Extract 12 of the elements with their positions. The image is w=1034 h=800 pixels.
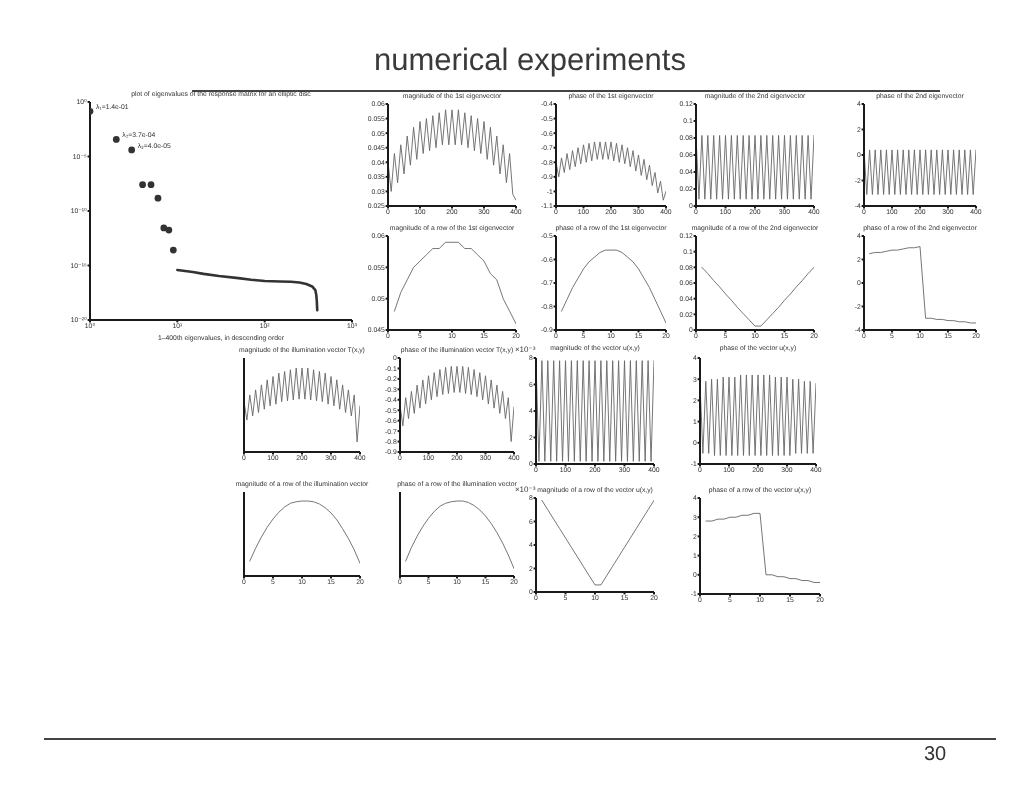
line-series [393,241,516,325]
line-series [701,266,814,327]
text: 30 [924,744,947,768]
line-series [388,109,516,201]
line-series [561,249,666,324]
line-series [400,365,514,443]
line-series [705,512,820,583]
line-series [869,246,976,324]
line-series [541,499,654,586]
text: numerical experiments [374,44,686,80]
line-series [556,141,666,201]
line-series [700,374,816,456]
